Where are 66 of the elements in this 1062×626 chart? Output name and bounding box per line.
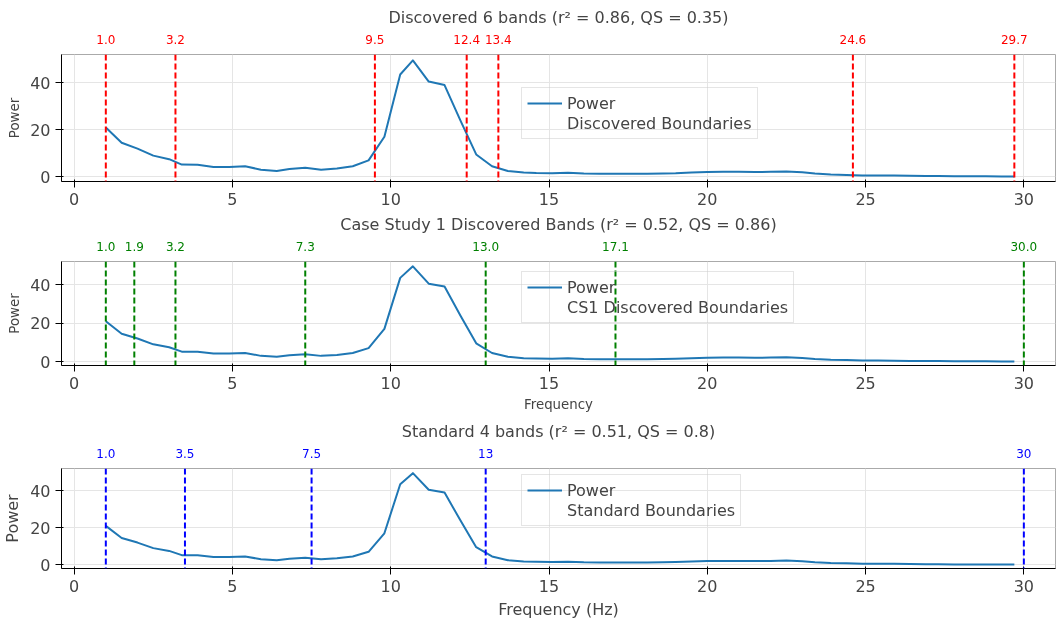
y-tick-label: 40 <box>30 73 51 93</box>
x-tick-label: 30 <box>1013 189 1035 209</box>
x-tick-label: 20 <box>697 576 718 596</box>
x-tick-label: 15 <box>538 189 560 209</box>
annotation: Discovered Boundaries <box>567 113 752 133</box>
ref-line-label: 3.2 <box>165 239 186 254</box>
ref-line-label: 30.0 <box>1010 239 1038 254</box>
x-tick-label: 5 <box>227 373 238 393</box>
x-tick-label: 25 <box>855 189 876 209</box>
ref-line-label: 24.6 <box>839 32 867 47</box>
line-series <box>104 265 1016 363</box>
ref-line-label: 1.0 <box>96 446 116 461</box>
ref-line-label: 7.3 <box>295 239 315 254</box>
legend-label: Power <box>567 277 616 297</box>
ref-line-label: 29.7 <box>1000 32 1028 47</box>
ref-line-label: 1.0 <box>96 239 116 254</box>
chart-title: Discovered 6 bands (r² = 0.86, QS = 0.35) <box>388 7 729 27</box>
x-tick-label: 0 <box>69 373 80 393</box>
ref-line-label: 12.4 <box>453 32 481 47</box>
x-tick-label: 20 <box>697 189 718 209</box>
ref-line-label: 30 <box>1016 446 1032 461</box>
x-tick-label: 0 <box>69 576 80 596</box>
y-tick-label: 40 <box>30 481 51 501</box>
x-axis-title: Frequency <box>524 396 594 412</box>
x-axis-title: Frequency (Hz) <box>498 599 619 619</box>
line-series <box>104 59 1016 178</box>
annotation: CS1 Discovered Boundaries <box>567 297 789 317</box>
ref-line-label: 13.0 <box>472 239 500 254</box>
ref-line-label: 3.5 <box>175 446 195 461</box>
x-tick-label: 10 <box>380 576 401 596</box>
ref-line-label: 13.4 <box>484 32 512 47</box>
x-tick-label: 10 <box>380 189 401 209</box>
legend-label: Power <box>567 93 616 113</box>
y-axis-title: Power <box>7 97 23 139</box>
ref-line-label: 1.0 <box>96 32 116 47</box>
x-tick-label: 15 <box>538 373 560 393</box>
x-tick-label: 5 <box>227 189 238 209</box>
line-series <box>104 472 1016 566</box>
y-axis-title: Power <box>7 292 23 334</box>
annotation: Standard Boundaries <box>567 500 736 520</box>
x-tick-label: 5 <box>227 576 238 596</box>
legend-label: Power <box>567 480 616 500</box>
y-tick-label: 20 <box>30 314 51 334</box>
ref-line-label: 1.9 <box>124 239 144 254</box>
y-tick-label: 0 <box>40 555 51 575</box>
x-tick-label: 15 <box>538 576 560 596</box>
y-tick-label: 20 <box>30 518 51 538</box>
x-tick-label: 25 <box>855 373 876 393</box>
chart-title: Case Study 1 Discovered Bands (r² = 0.52, QS = 0.86) <box>340 214 777 234</box>
x-tick-label: 0 <box>69 189 80 209</box>
x-tick-label: 25 <box>855 576 876 596</box>
x-tick-label: 10 <box>380 373 401 393</box>
y-tick-label: 0 <box>40 167 51 187</box>
ref-line-label: 9.5 <box>365 32 385 47</box>
x-tick-label: 30 <box>1013 576 1035 596</box>
y-axis-title: Power <box>3 493 23 543</box>
y-tick-label: 40 <box>30 275 51 295</box>
ref-line-label: 13 <box>478 446 494 461</box>
ref-line-label: 17.1 <box>602 239 629 254</box>
y-tick-label: 20 <box>30 120 51 140</box>
ref-line-label: 3.2 <box>165 32 186 47</box>
x-tick-label: 20 <box>697 373 718 393</box>
x-tick-label: 30 <box>1013 373 1035 393</box>
y-tick-label: 0 <box>40 352 51 372</box>
ref-line-label: 7.5 <box>302 446 322 461</box>
chart-title: Standard 4 bands (r² = 0.51, QS = 0.8) <box>401 421 716 441</box>
